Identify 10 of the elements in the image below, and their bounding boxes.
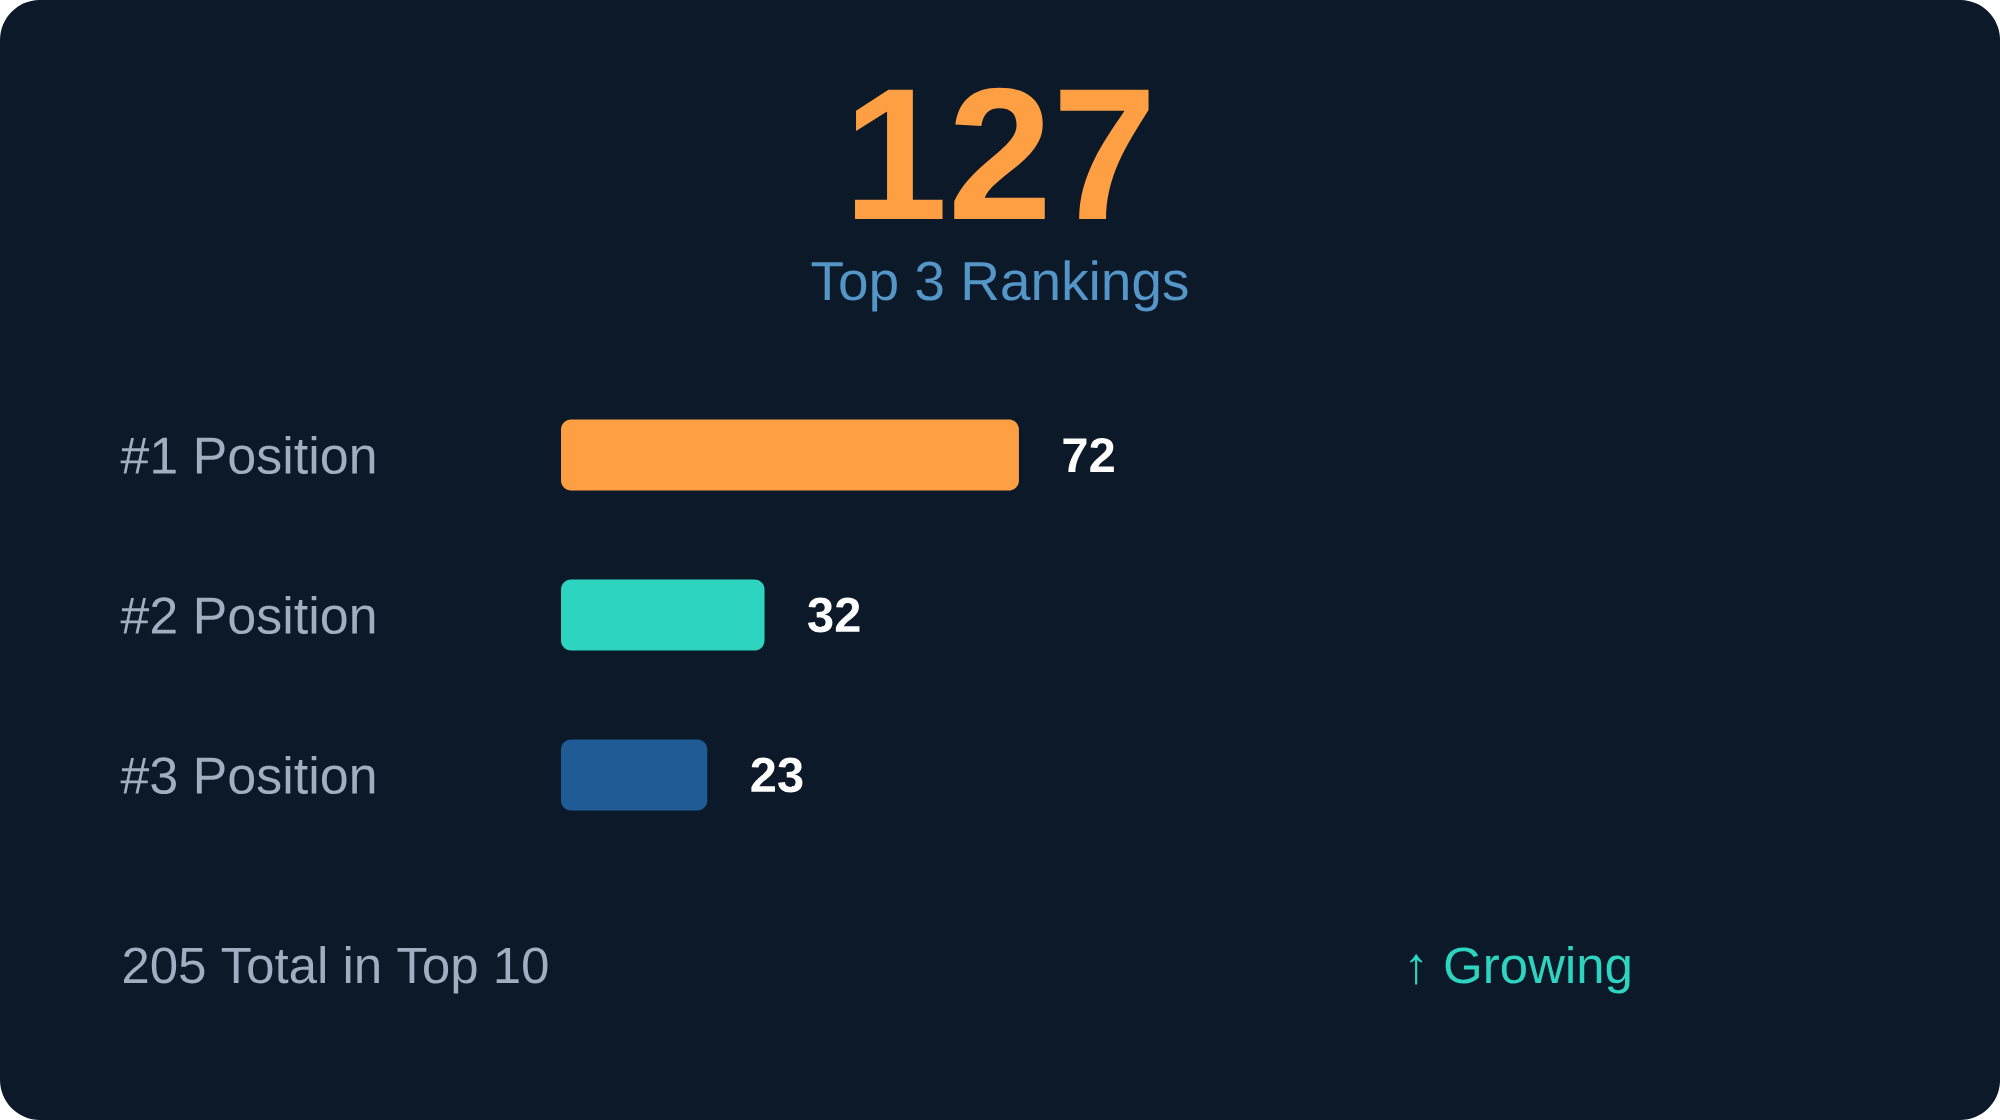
data-label: 72 [1063, 437, 1114, 473]
y-tick-label: #3 Position [120, 755, 375, 795]
data-label: 23 [751, 757, 803, 793]
data-label: 32 [808, 597, 860, 633]
text: ↑ Growing [1410, 946, 1630, 994]
text: 205 Total in Top 10 [123, 946, 548, 994]
y-tick-label: #1 Position [120, 435, 375, 475]
y-tick-label: #2 Position [120, 595, 375, 635]
chart-title: 127 [855, 87, 1149, 219]
chart-subtitle: Top 3 Rankings [811, 260, 1188, 312]
